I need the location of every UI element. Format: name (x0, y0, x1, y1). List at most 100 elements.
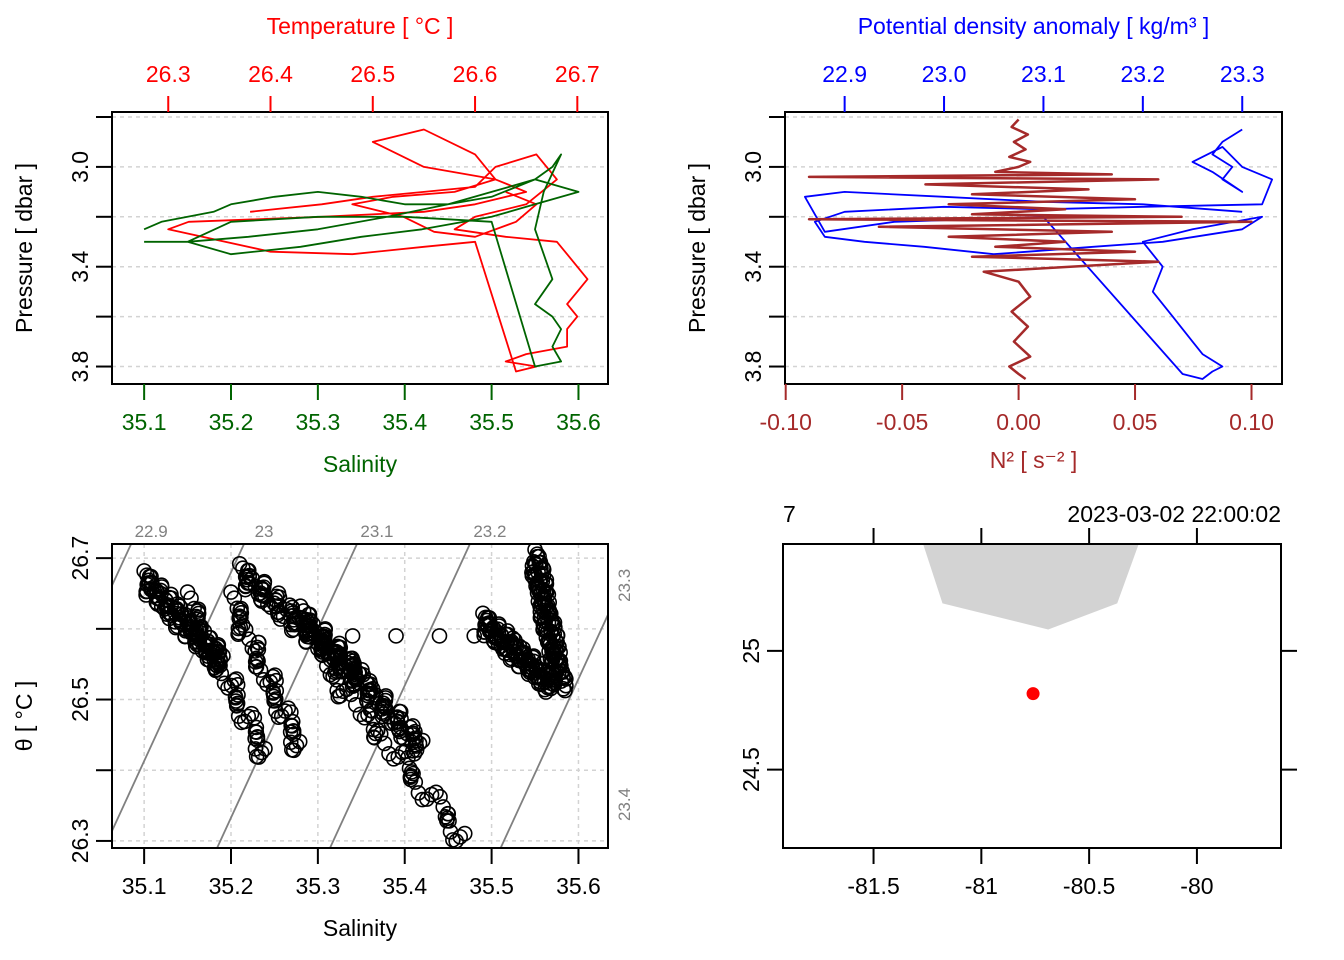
y-tick-label: 3.0 (740, 151, 766, 183)
data-point (391, 721, 407, 738)
data-point (266, 693, 282, 709)
y-tick-label: 25 (738, 638, 764, 664)
top-tick-label: 26.5 (350, 61, 395, 87)
data-point (288, 737, 305, 754)
y-tick-label: 3.4 (67, 251, 93, 283)
bottom-tick-label: 35.4 (382, 409, 427, 435)
y-tick-label: 26.7 (67, 536, 93, 581)
isopycnal-label: 23.3 (615, 569, 634, 602)
data-point (389, 713, 406, 730)
data-point (250, 641, 267, 658)
bottom-tick-label: -0.05 (876, 409, 928, 435)
bottom-tick-label: 0.00 (996, 409, 1041, 435)
x-tick-label: 35.6 (556, 873, 601, 899)
data-point (360, 706, 376, 723)
map-timestamp-label: 2023-03-02 22:00:02 (1067, 501, 1281, 527)
data-point (237, 621, 254, 638)
data-point (528, 556, 544, 573)
top-axis-title: Potential density anomaly [ kg/m³ ] (858, 13, 1210, 39)
x-tick-label: -81 (965, 873, 998, 899)
data-point (240, 708, 257, 725)
data-point (230, 687, 246, 703)
data-point (200, 633, 216, 649)
y-axis-title: Pressure [ dbar ] (684, 163, 710, 333)
data-point (411, 735, 428, 752)
bottom-axis-title: Salinity (323, 451, 398, 477)
isopycnal-label: 22.9 (135, 522, 168, 541)
data-point (260, 596, 276, 613)
series-line-n2 (807, 118, 1253, 381)
data-point (277, 703, 293, 719)
series-line-salinity (143, 153, 580, 368)
data-point (252, 662, 269, 678)
isopycnal-label: 23.4 (615, 788, 634, 821)
data-point (428, 784, 444, 801)
data-point (414, 732, 431, 749)
data-point (414, 791, 431, 808)
isopycnal-label: 23.2 (473, 522, 506, 541)
data-point (527, 567, 544, 584)
isopycnal-line (702, 544, 842, 848)
data-point (267, 667, 283, 683)
top-tick-label: 23.3 (1220, 61, 1265, 87)
map-frame (782, 543, 1282, 849)
x-axis-title: Salinity (323, 915, 398, 941)
data-point (400, 749, 416, 766)
plot-frame (784, 111, 1283, 385)
data-point (292, 598, 309, 615)
top-tick-label: 26.6 (453, 61, 498, 87)
y-tick-label: 3.4 (740, 251, 766, 283)
data-point (403, 764, 420, 780)
y-tick-label: 26.3 (67, 819, 93, 864)
map-top-left-label: 7 (783, 501, 796, 527)
data-point (254, 581, 271, 597)
isopycnal-label: 23.1 (360, 522, 393, 541)
data-point (247, 724, 264, 740)
top-tick-label: 26.3 (146, 61, 191, 87)
plot-frame (111, 543, 609, 849)
x-tick-label: -81.5 (847, 873, 899, 899)
top-axis-title: Temperature [ °C ] (267, 13, 454, 39)
bottom-tick-label: 35.5 (469, 409, 514, 435)
x-tick-label: 35.2 (209, 873, 254, 899)
data-point (542, 672, 559, 689)
data-point (271, 589, 288, 605)
data-point (148, 582, 164, 599)
data-point (228, 671, 245, 687)
plot-frame (111, 111, 609, 385)
top-tick-label: 23.2 (1120, 61, 1165, 87)
data-point (189, 603, 206, 619)
data-point (328, 663, 345, 679)
data-point (405, 765, 421, 782)
data-point (344, 628, 361, 644)
data-point (432, 789, 448, 805)
y-tick-label: 24.5 (738, 747, 764, 792)
bottom-tick-label: 35.6 (556, 409, 601, 435)
data-point (283, 717, 299, 734)
data-point (243, 705, 260, 722)
data-point (376, 735, 393, 752)
isopycnal-label: 23 (255, 522, 274, 541)
data-point (196, 623, 213, 639)
data-point (265, 685, 282, 701)
land-polygon (923, 544, 1139, 630)
bottom-axis-title: N² [ s⁻² ] (990, 447, 1078, 473)
data-point (291, 733, 308, 750)
data-point (545, 669, 561, 685)
data-point (407, 774, 424, 790)
data-point (466, 628, 483, 644)
bottom-tick-label: 35.2 (209, 409, 254, 435)
data-point (456, 825, 473, 842)
data-point (343, 686, 359, 703)
data-point (268, 672, 284, 689)
data-point (247, 730, 263, 747)
data-point (213, 665, 230, 682)
data-point (372, 726, 389, 742)
data-point (300, 606, 317, 623)
bottom-tick-label: 35.3 (295, 409, 340, 435)
top-tick-label: 23.1 (1021, 61, 1066, 87)
bottom-tick-label: 35.1 (122, 409, 167, 435)
series-line-temperature (167, 128, 589, 373)
isopycnal-line (216, 544, 358, 848)
x-tick-label: 35.3 (295, 873, 340, 899)
